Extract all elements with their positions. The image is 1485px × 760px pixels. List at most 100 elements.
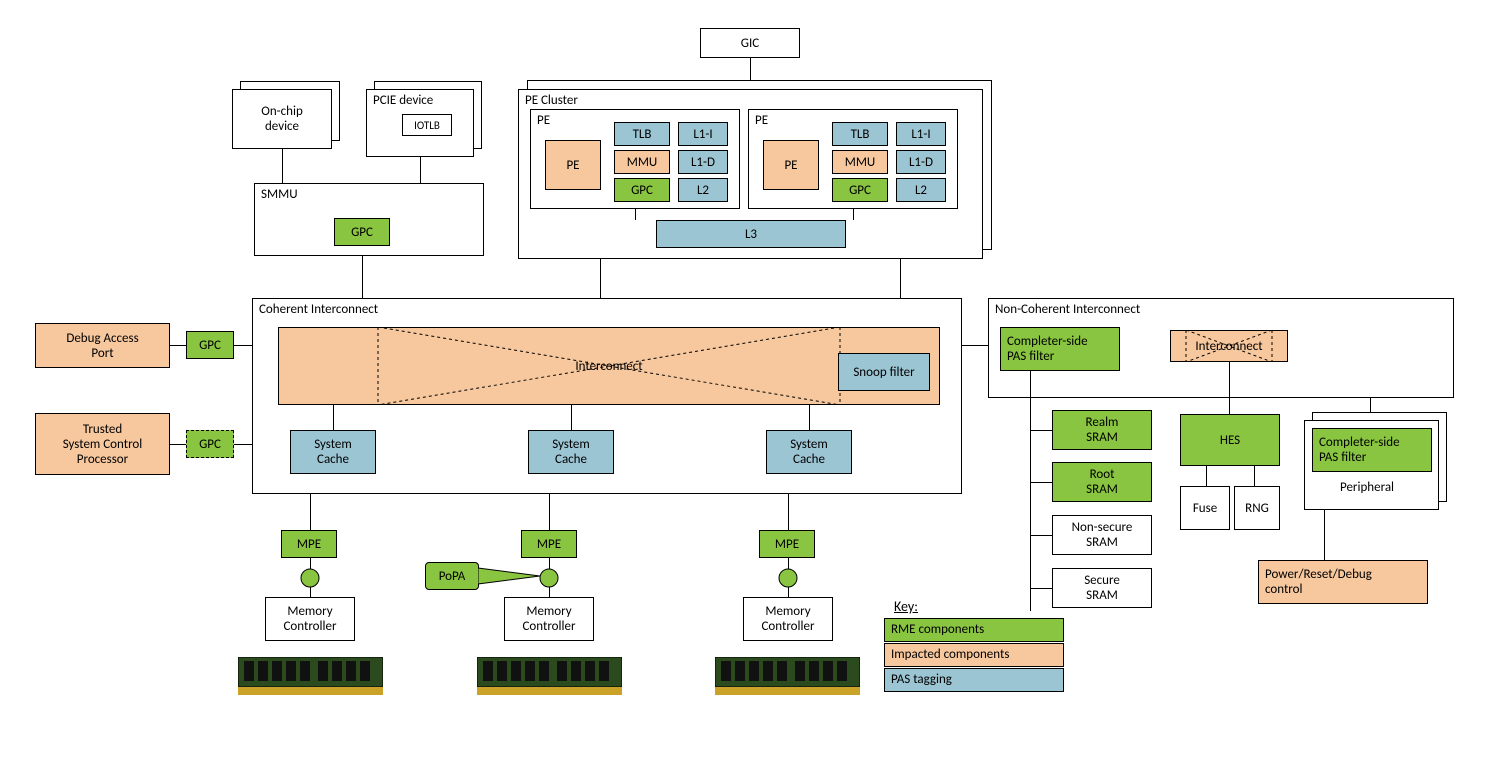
syscache-label: System Cache	[552, 437, 590, 467]
trusted-gpc: GPC	[186, 430, 234, 458]
gic-box: GIC	[700, 28, 800, 58]
mpe-label: MPE	[775, 537, 799, 552]
mpe2: MPE	[521, 530, 577, 558]
gpc-label: GPC	[849, 183, 871, 198]
pe-inner1: PE	[545, 140, 601, 190]
l1d2: L1-D	[896, 150, 946, 174]
mmu-label: MMU	[845, 155, 876, 170]
popa-circle3	[778, 568, 798, 588]
debug-label: Debug Access Port	[66, 331, 138, 361]
popa-circle1	[300, 568, 320, 588]
syscache2: System Cache	[528, 430, 614, 474]
fuse-label: Fuse	[1193, 501, 1217, 516]
completer-pas1: Completer-side PAS filter	[1000, 327, 1120, 371]
popa-label: PoPA	[439, 569, 466, 584]
conn	[282, 149, 283, 183]
l2-label: L2	[697, 183, 709, 198]
power-box: Power/Reset/Debug control	[1258, 560, 1428, 604]
conn	[1370, 398, 1371, 412]
conn	[900, 259, 901, 298]
fuse-box: Fuse	[1180, 486, 1230, 530]
conn	[600, 259, 601, 298]
memctrl1: Memory Controller	[265, 597, 355, 641]
onchip-box: On-chip device	[232, 89, 332, 149]
conn	[333, 405, 334, 430]
l1d-label: L1-D	[691, 155, 715, 170]
key-pas: PAS tagging	[884, 668, 1064, 692]
pastag-label: PAS tagging	[891, 672, 952, 687]
s-sram: Secure SRAM	[1052, 568, 1152, 608]
syscache3: System Cache	[766, 430, 852, 474]
iotlb-box: IOTLB	[402, 114, 452, 136]
root-sram: Root SRAM	[1052, 462, 1152, 502]
conn	[234, 444, 252, 445]
gpc2: GPC	[832, 178, 888, 202]
ns-sram: Non-secure SRAM	[1052, 515, 1152, 555]
memctrl3: Memory Controller	[743, 597, 833, 641]
syscache-label: System Cache	[314, 437, 352, 467]
s-label: Secure SRAM	[1084, 573, 1120, 603]
mpe-label: MPE	[537, 537, 561, 552]
realm-sram: Realm SRAM	[1052, 410, 1152, 450]
conn	[1254, 466, 1255, 486]
key-rme: RME components	[884, 618, 1064, 642]
popa-box: PoPA	[425, 562, 479, 590]
memctrl-label: Memory Controller	[523, 604, 576, 634]
tlb2: TLB	[832, 122, 888, 146]
gic-label: GIC	[741, 36, 759, 51]
l1d-label: L1-D	[909, 155, 933, 170]
mpe-label: MPE	[297, 537, 321, 552]
l1i2: L1-I	[896, 122, 946, 146]
popa-circle2	[539, 568, 559, 588]
power-label: Power/Reset/Debug control	[1265, 567, 1372, 597]
conn	[571, 405, 572, 430]
onchip-label: On-chip device	[261, 104, 303, 134]
conn	[1030, 430, 1052, 431]
gpc-label: GPC	[631, 183, 653, 198]
completerpas-label: Completer-side PAS filter	[1319, 435, 1400, 465]
gpc-label: GPC	[199, 437, 221, 452]
dimm3	[715, 657, 860, 697]
rme-label: RME components	[891, 622, 984, 637]
conn	[1324, 510, 1325, 560]
l3-box: L3	[656, 220, 846, 248]
debug-gpc: GPC	[186, 331, 234, 359]
completer-pas2: Completer-side PAS filter	[1312, 428, 1432, 472]
conn	[170, 444, 186, 445]
iotlb-label: IOTLB	[414, 119, 440, 132]
mmu2: MMU	[832, 150, 888, 174]
trusted-label: Trusted System Control Processor	[63, 422, 143, 467]
conn	[1030, 482, 1052, 483]
gpc-label: GPC	[351, 225, 373, 240]
hes-label: HES	[1220, 433, 1240, 448]
conn	[549, 494, 550, 530]
l2-label: L2	[915, 183, 927, 198]
conn	[962, 345, 988, 346]
pe-label: PE	[566, 158, 579, 173]
impacted-label: Impacted components	[891, 647, 1009, 662]
tlb1: TLB	[614, 122, 670, 146]
l1i1: L1-I	[678, 122, 728, 146]
conn	[809, 405, 810, 430]
mmu1: MMU	[614, 150, 670, 174]
conn	[788, 494, 789, 530]
conn	[1030, 371, 1031, 611]
dimm1	[238, 657, 383, 697]
mpe1: MPE	[281, 530, 337, 558]
key-label: Key:	[894, 598, 918, 615]
peripheral-label: Peripheral	[1340, 480, 1394, 495]
trusted-box: Trusted System Control Processor	[35, 413, 170, 475]
l3-label: L3	[745, 227, 757, 242]
key-title: Key:	[894, 598, 918, 615]
tlb-label: TLB	[633, 127, 652, 142]
rng-label: RNG	[1245, 501, 1269, 516]
noncoherent-label: Non-Coherent Interconnect	[995, 302, 1140, 317]
conn	[853, 209, 854, 220]
l1i-label: L1-I	[693, 127, 712, 142]
pe-label: PE	[537, 113, 550, 128]
nc-crossbar-svg	[1170, 330, 1288, 362]
conn	[1206, 466, 1207, 486]
l1d1: L1-D	[678, 150, 728, 174]
conn	[1229, 362, 1230, 414]
gpc-label: GPC	[199, 338, 221, 353]
